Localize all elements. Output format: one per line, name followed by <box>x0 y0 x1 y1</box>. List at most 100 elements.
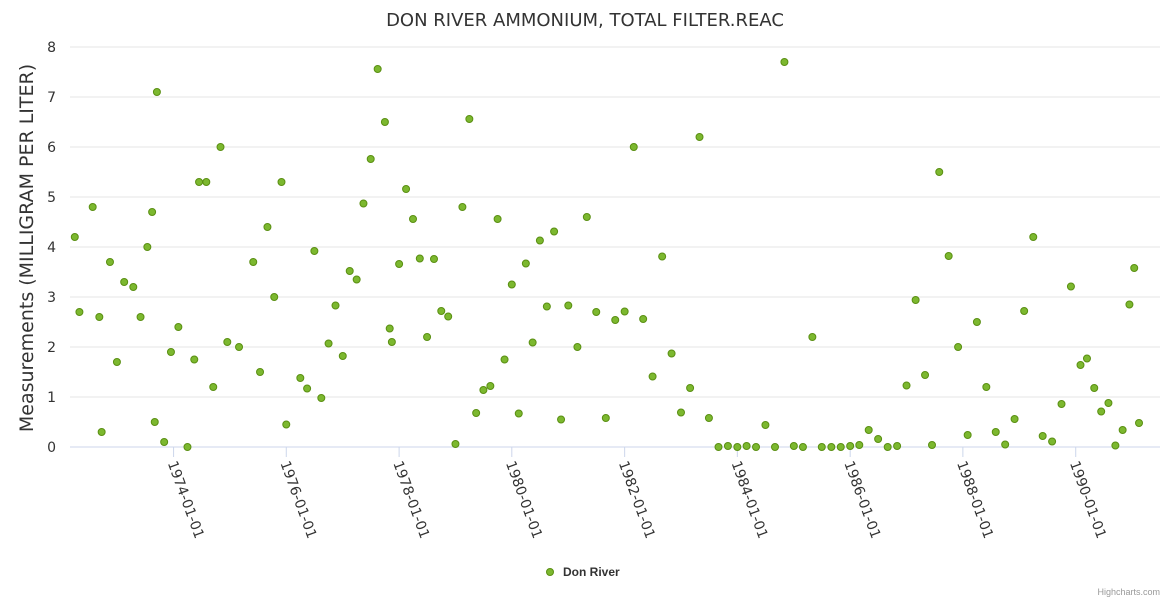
data-point[interactable] <box>846 442 855 450</box>
data-point[interactable] <box>893 442 902 450</box>
data-point[interactable] <box>263 223 272 231</box>
data-point[interactable] <box>836 443 845 451</box>
data-point[interactable] <box>573 343 582 351</box>
data-point[interactable] <box>582 213 591 221</box>
data-point[interactable] <box>514 409 523 418</box>
data-point[interactable] <box>911 296 920 304</box>
data-point[interactable] <box>235 343 244 351</box>
data-point[interactable] <box>542 302 551 311</box>
data-point[interactable] <box>963 431 972 439</box>
data-point[interactable] <box>789 442 798 450</box>
data-point[interactable] <box>430 255 438 263</box>
data-point[interactable] <box>1111 441 1120 450</box>
data-point[interactable] <box>415 254 424 263</box>
data-point[interactable] <box>183 443 192 451</box>
data-point[interactable] <box>521 259 530 268</box>
data-point[interactable] <box>1097 407 1106 416</box>
series-points[interactable] <box>70 58 1144 451</box>
data-point[interactable] <box>195 178 204 186</box>
data-point[interactable] <box>658 252 667 261</box>
data-point[interactable] <box>303 384 312 393</box>
data-point[interactable] <box>166 348 175 356</box>
data-point[interactable] <box>270 293 279 301</box>
data-point[interactable] <box>507 280 516 289</box>
data-point[interactable] <box>310 247 319 255</box>
data-point[interactable] <box>451 440 460 448</box>
data-point[interactable] <box>528 338 537 347</box>
data-point[interactable] <box>864 426 873 434</box>
data-point[interactable] <box>855 441 864 449</box>
data-point[interactable] <box>152 88 161 96</box>
data-point[interactable] <box>921 371 930 379</box>
data-point[interactable] <box>723 442 732 450</box>
data-point[interactable] <box>486 382 495 390</box>
data-point[interactable] <box>136 313 145 321</box>
data-point[interactable] <box>808 333 817 341</box>
data-point[interactable] <box>639 315 648 323</box>
data-point[interactable] <box>202 178 211 186</box>
data-point[interactable] <box>112 358 121 366</box>
data-point[interactable] <box>928 441 936 449</box>
data-point[interactable] <box>798 443 807 451</box>
data-point[interactable] <box>1076 361 1085 369</box>
data-point[interactable] <box>444 312 453 321</box>
data-point[interactable] <box>385 324 394 333</box>
data-point[interactable] <box>550 227 559 236</box>
data-point[interactable] <box>1130 264 1139 272</box>
data-point[interactable] <box>352 275 361 284</box>
data-point[interactable] <box>629 143 638 151</box>
data-point[interactable] <box>296 374 305 382</box>
data-point[interactable] <box>120 278 129 286</box>
data-point[interactable] <box>472 409 481 417</box>
data-point[interactable] <box>944 252 953 260</box>
data-point[interactable] <box>345 267 354 275</box>
data-point[interactable] <box>160 438 169 446</box>
data-point[interactable] <box>500 355 509 364</box>
data-point[interactable] <box>761 421 770 429</box>
data-point[interactable] <box>366 155 375 163</box>
data-point[interactable] <box>437 307 446 315</box>
data-point[interactable] <box>216 143 225 151</box>
data-point[interactable] <box>1118 426 1127 434</box>
data-point[interactable] <box>742 442 751 450</box>
data-point[interactable] <box>249 258 258 266</box>
data-point[interactable] <box>97 428 106 436</box>
data-point[interactable] <box>423 333 432 341</box>
data-point[interactable] <box>1029 233 1038 241</box>
data-point[interactable] <box>601 414 610 422</box>
data-point[interactable] <box>338 352 347 360</box>
data-point[interactable] <box>190 355 199 364</box>
data-point[interactable] <box>465 115 474 123</box>
data-point[interactable] <box>1125 300 1134 309</box>
data-point[interactable] <box>667 349 676 358</box>
data-point[interactable] <box>223 338 232 346</box>
legend[interactable]: Don River <box>546 565 621 579</box>
data-point[interactable] <box>817 443 826 451</box>
data-point[interactable] <box>704 414 713 422</box>
data-point[interactable] <box>256 368 265 376</box>
data-point[interactable] <box>324 339 333 348</box>
data-point[interactable] <box>148 208 157 216</box>
data-point[interactable] <box>564 301 573 310</box>
data-point[interactable] <box>129 283 138 291</box>
data-point[interactable] <box>88 203 97 211</box>
data-point[interactable] <box>991 428 1000 436</box>
data-point[interactable] <box>458 203 467 211</box>
data-point[interactable] <box>686 384 695 392</box>
data-point[interactable] <box>1082 354 1091 363</box>
data-point[interactable] <box>105 258 114 266</box>
data-point[interactable] <box>648 372 657 381</box>
legend-item-don-river[interactable]: Don River <box>563 565 620 579</box>
data-point[interactable] <box>874 435 883 443</box>
data-point[interactable] <box>752 443 761 451</box>
data-point[interactable] <box>1090 384 1099 392</box>
data-point[interactable] <box>174 323 183 331</box>
data-point[interactable] <box>409 215 418 223</box>
data-point[interactable] <box>827 443 836 451</box>
data-point[interactable] <box>954 343 963 351</box>
data-point[interactable] <box>883 443 892 451</box>
data-point[interactable] <box>714 443 723 451</box>
data-point[interactable] <box>620 307 629 316</box>
data-point[interactable] <box>209 383 218 391</box>
data-point[interactable] <box>1010 415 1019 423</box>
